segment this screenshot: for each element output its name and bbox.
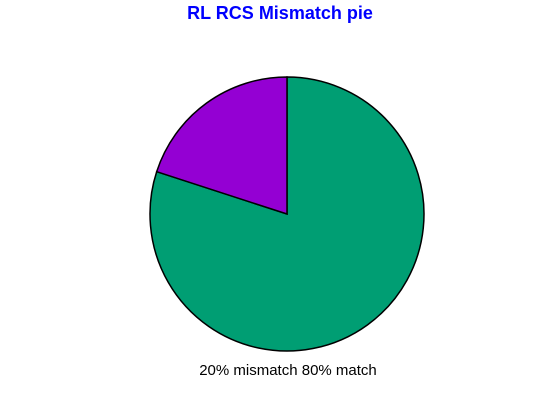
pie-slices: [149, 76, 425, 352]
slice-summary-label: 20% mismatch 80% match: [199, 362, 377, 379]
pie-slice-mismatch: [155, 76, 288, 216]
chart-title: RL RCS Mismatch pie: [187, 3, 373, 23]
